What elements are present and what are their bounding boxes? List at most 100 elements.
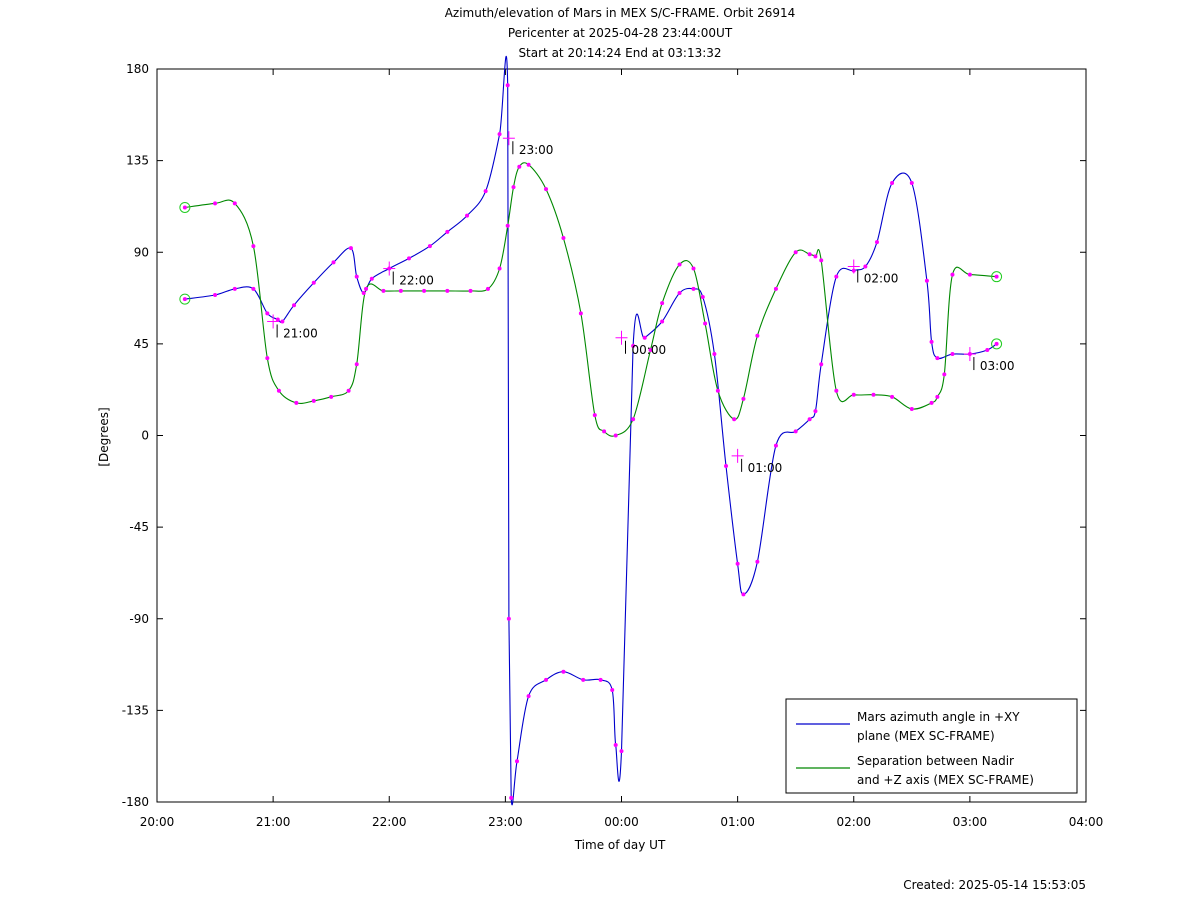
series-2-point xyxy=(526,162,531,167)
series-1-point xyxy=(813,409,818,414)
series-1-point xyxy=(265,311,270,316)
series-2-point xyxy=(329,394,334,399)
title-line-3: Start at 20:14:24 End at 03:13:32 xyxy=(518,46,721,60)
series-1-point xyxy=(427,244,432,249)
x-tick-label: 23:00 xyxy=(488,815,523,829)
y-tick-label: 90 xyxy=(134,245,149,259)
series-2-point xyxy=(613,433,618,438)
legend-box xyxy=(785,698,1078,794)
series-2-point xyxy=(182,205,187,210)
x-axis-label: Time of day UT xyxy=(574,838,666,852)
series-2-point xyxy=(834,388,839,393)
series-1-point xyxy=(700,295,705,300)
series-1-point xyxy=(497,132,502,137)
series-1-point xyxy=(505,83,510,88)
series-1-point xyxy=(610,688,615,693)
series-2-point xyxy=(561,235,566,240)
legend-label: Separation between Nadir xyxy=(857,754,1014,768)
series-2-point xyxy=(276,388,281,393)
series-2-point xyxy=(602,429,607,434)
x-tick-label: 02:00 xyxy=(836,815,871,829)
series-2-point xyxy=(381,288,386,293)
series-2-point xyxy=(398,288,403,293)
series-1-point xyxy=(275,317,280,322)
series-1-point xyxy=(677,290,682,295)
markers-group xyxy=(179,83,1003,800)
series-1-endpoint xyxy=(991,338,1003,350)
series-1-point xyxy=(935,356,940,361)
legend-label: Mars azimuth angle in +XY xyxy=(857,710,1020,724)
series-2-point xyxy=(773,286,778,291)
series-line-1 xyxy=(184,55,997,806)
series-2-point xyxy=(942,372,947,377)
series-2-endpoint xyxy=(991,271,1003,283)
time-label: 03:00 xyxy=(980,359,1015,373)
series-1-point xyxy=(232,286,237,291)
time-labels: 21:00 22:00 23:00 00:00 01:00 02:00 03:00 xyxy=(267,131,1014,475)
created-timestamp: Created: 2025-05-14 15:53:05 xyxy=(903,878,1086,892)
y-tick-label: -135 xyxy=(122,703,149,717)
series-1-point xyxy=(793,429,798,434)
series-1-point xyxy=(544,677,549,682)
series-2-point xyxy=(648,347,653,352)
series-2-point xyxy=(213,201,218,206)
series-1-point xyxy=(735,561,740,566)
y-axis-label: [Degrees] xyxy=(97,407,111,466)
series-1-point xyxy=(182,297,187,302)
series-2-point xyxy=(251,244,256,249)
series-2-point xyxy=(691,266,696,271)
series-1-point xyxy=(369,276,374,281)
series-1-point xyxy=(509,795,514,800)
series-1-point xyxy=(909,181,914,186)
series-1-point xyxy=(807,417,812,422)
series-1-point xyxy=(985,347,990,352)
series-2-point xyxy=(871,392,876,397)
y-tick-label: 45 xyxy=(134,337,149,351)
series-2-point xyxy=(703,321,708,326)
series-2-point xyxy=(468,288,473,293)
series-1-point xyxy=(741,592,746,597)
series-1-point xyxy=(819,362,824,367)
series-1-point xyxy=(406,256,411,261)
series-1-point xyxy=(311,280,316,285)
series-1-point xyxy=(483,189,488,194)
series-2-point xyxy=(929,400,934,405)
series-1-point xyxy=(950,352,955,357)
x-tick-label: 21:00 xyxy=(256,815,291,829)
series-1-point xyxy=(213,293,218,298)
series-1-point xyxy=(724,464,729,469)
y-tick-label: -180 xyxy=(122,795,149,809)
series-1-point xyxy=(598,677,603,682)
series-1-point xyxy=(445,229,450,234)
series-2-point xyxy=(755,333,760,338)
x-tick-label: 00:00 xyxy=(604,815,639,829)
time-label: 23:00 xyxy=(519,143,554,157)
y-tick-label: 135 xyxy=(126,154,149,168)
y-tick-label: -45 xyxy=(129,520,149,534)
series-1-endpoint xyxy=(179,293,191,305)
y-tick-label: 180 xyxy=(126,62,149,76)
time-label: 01:00 xyxy=(748,461,783,475)
time-label: 02:00 xyxy=(864,272,899,286)
series-1-point xyxy=(712,352,717,357)
y-tick-label: 0 xyxy=(141,429,149,443)
series-group xyxy=(184,55,997,806)
series-1-point xyxy=(581,677,586,682)
series-2-point xyxy=(967,272,972,277)
series-1-point xyxy=(506,616,511,621)
series-2-point xyxy=(909,407,914,412)
series-1-point xyxy=(994,341,999,346)
series-2-point xyxy=(578,311,583,316)
legend-label: and +Z axis (MEX SC-FRAME) xyxy=(857,773,1034,787)
x-tick-label: 22:00 xyxy=(372,815,407,829)
series-2-point xyxy=(265,356,270,361)
series-2-point xyxy=(890,394,895,399)
series-1-point xyxy=(292,303,297,308)
series-1-point xyxy=(465,213,470,218)
series-2-point xyxy=(851,392,856,397)
series-2-point xyxy=(517,164,522,169)
series-1-point xyxy=(874,240,879,245)
time-label: 21:00 xyxy=(283,326,318,340)
series-1-point xyxy=(642,335,647,340)
